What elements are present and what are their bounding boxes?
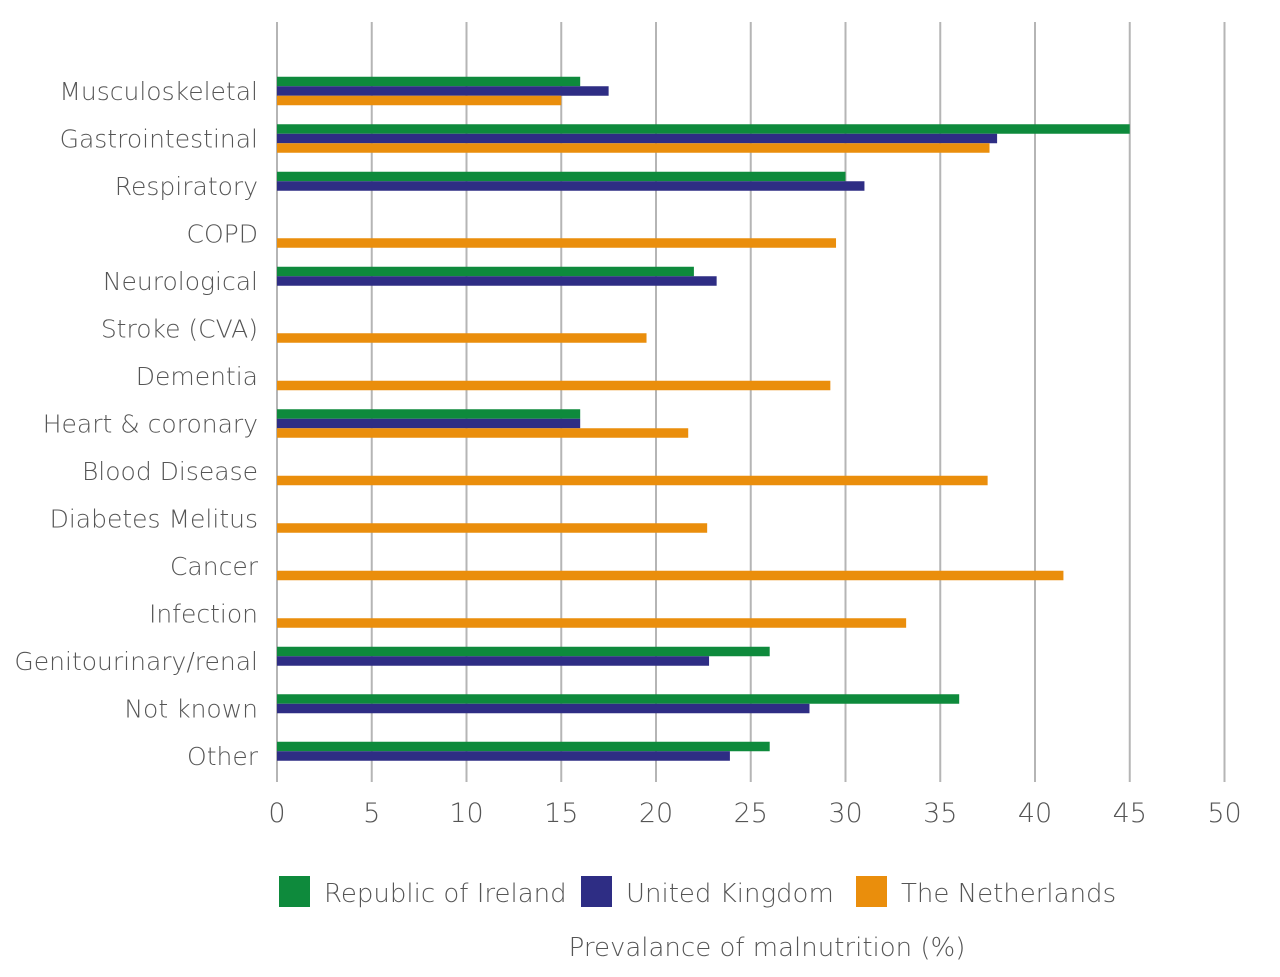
bar-the-netherlands-cancer	[277, 570, 1064, 581]
bar-republic-of-ireland-musculoskeletal	[277, 76, 581, 87]
category-label: Musculoskeletal	[59, 77, 258, 106]
bar-the-netherlands-blood-disease	[277, 475, 988, 486]
bar-republic-of-ireland-not-known	[277, 694, 960, 704]
category-label: Respiratory	[115, 172, 258, 201]
legend-label: United Kingdom	[626, 879, 834, 909]
category-label: Other	[187, 742, 259, 771]
category-label: Heart & coronary	[43, 410, 258, 439]
bar-the-netherlands-diabetes-melitus	[277, 523, 708, 533]
x-tick-labels: 0 5 10 15 20 25 30 35 40 45 50	[268, 798, 1241, 829]
bar-republic-of-ireland-heart-coronary	[277, 409, 581, 419]
x-tick-label: 35	[923, 798, 957, 829]
bar-united-kingdom-heart-coronary	[277, 418, 581, 429]
bar-republic-of-ireland-gastrointestinal	[277, 124, 1130, 134]
bar-the-netherlands-heart-coronary	[277, 428, 689, 438]
bar-the-netherlands-infection	[277, 618, 907, 628]
bar-united-kingdom-musculoskeletal	[277, 86, 609, 96]
category-label: Blood Disease	[82, 457, 258, 486]
category-label: Infection	[149, 600, 258, 629]
legend-swatch	[581, 876, 612, 907]
x-tick-label: 0	[268, 798, 285, 829]
legend: Republic of Ireland United Kingdom The Net…	[279, 876, 1116, 909]
x-tick-label: 25	[734, 798, 768, 829]
x-tick-label: 30	[828, 798, 862, 829]
category-label: Diabetes Melitus	[50, 505, 258, 534]
category-label: COPD	[187, 220, 258, 249]
legend-label: Republic of Ireland	[324, 879, 567, 909]
legend-swatch	[856, 876, 887, 907]
category-label: Not known	[124, 695, 258, 724]
legend-label: The Netherlands	[901, 879, 1116, 909]
x-tick-label: 5	[363, 798, 380, 829]
bar-the-netherlands-copd	[277, 238, 837, 248]
category-label: Cancer	[170, 552, 259, 581]
bar-republic-of-ireland-genitourinary-renal	[277, 646, 770, 657]
category-label: Neurological	[103, 267, 258, 296]
x-tick-label: 10	[449, 798, 483, 829]
bar-republic-of-ireland-other	[277, 741, 770, 752]
category-label: Stroke (CVA)	[101, 315, 258, 344]
category-label: Gastrointestinal	[60, 125, 258, 154]
category-label: Genitourinary/renal	[14, 647, 258, 676]
x-tick-label: 50	[1207, 798, 1241, 829]
bar-united-kingdom-other	[277, 751, 730, 761]
x-tick-label: 20	[639, 798, 673, 829]
bar-united-kingdom-gastrointestinal	[277, 133, 998, 144]
bar-the-netherlands-stroke-cva-	[277, 333, 647, 343]
x-axis-title: Prevalance of malnutrition (%)	[569, 933, 966, 963]
bar-republic-of-ireland-neurological	[277, 266, 694, 277]
x-tick-label: 40	[1018, 798, 1052, 829]
legend-swatch	[279, 876, 310, 907]
bar-united-kingdom-respiratory	[277, 181, 865, 191]
category-labels: Musculoskeletal Gastrointestinal Respirato…	[14, 77, 258, 771]
bar-united-kingdom-not-known	[277, 703, 810, 714]
x-tick-label: 15	[544, 798, 578, 829]
bar-the-netherlands-dementia	[277, 380, 831, 391]
bar-united-kingdom-neurological	[277, 276, 717, 286]
bars	[277, 76, 1130, 761]
category-label: Dementia	[136, 362, 258, 391]
x-tick-label: 45	[1113, 798, 1147, 829]
bar-the-netherlands-gastrointestinal	[277, 143, 990, 153]
bar-republic-of-ireland-respiratory	[277, 171, 846, 182]
bar-the-netherlands-musculoskeletal	[277, 95, 562, 106]
bar-united-kingdom-genitourinary-renal	[277, 656, 710, 666]
